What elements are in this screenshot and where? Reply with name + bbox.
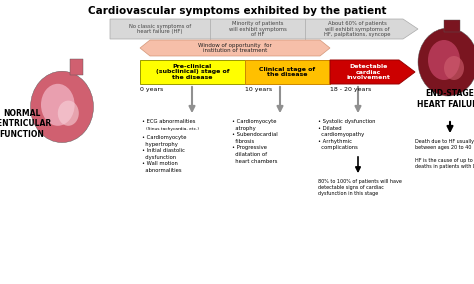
Polygon shape (140, 60, 245, 84)
Polygon shape (140, 40, 330, 56)
Text: About 60% of patients
will exhibit symptoms of
HF, palpitations, syncope: About 60% of patients will exhibit sympt… (324, 21, 391, 37)
Ellipse shape (30, 71, 93, 143)
Text: Pre-clinical
(subclinical) stage of
the disease: Pre-clinical (subclinical) stage of the … (156, 64, 229, 80)
Text: 0 years: 0 years (140, 87, 163, 92)
Ellipse shape (418, 28, 474, 96)
Text: • Cardiomyocyte
  atrophy
• Subendocardial
  fibrosis
• Progressive
  dilatation: • Cardiomyocyte atrophy • Subendocardial… (232, 119, 278, 164)
Ellipse shape (444, 56, 464, 80)
Text: • Cardiomyocyte
  hypertrophy
• Initial diastolic
  dysfunction
• Wall motion
  : • Cardiomyocyte hypertrophy • Initial di… (142, 135, 186, 173)
Text: No classic symptoms of
heart failure (HF): No classic symptoms of heart failure (HF… (129, 24, 191, 34)
Text: Minority of patients
will exhibit symptoms
of HF: Minority of patients will exhibit sympto… (228, 21, 286, 37)
Ellipse shape (41, 84, 74, 126)
Text: Window of opportunity  for
institution of treatment: Window of opportunity for institution of… (198, 43, 272, 53)
Ellipse shape (58, 101, 79, 126)
Text: • ECG abnormalities: • ECG abnormalities (142, 119, 195, 124)
Ellipse shape (428, 40, 460, 80)
Polygon shape (110, 19, 418, 39)
Text: Detectable
cardiac
involvement: Detectable cardiac involvement (346, 64, 391, 80)
Text: (Sinus tachycardia, etc.): (Sinus tachycardia, etc.) (146, 127, 199, 131)
Text: END-STAGE
HEART FAILURE: END-STAGE HEART FAILURE (417, 89, 474, 109)
Polygon shape (245, 60, 330, 84)
Text: • Systolic dysfunction
• Dilated
  cardiomyopathy
• Arrhythmic
  complications: • Systolic dysfunction • Dilated cardiom… (318, 119, 375, 151)
Text: 10 years: 10 years (245, 87, 272, 92)
Polygon shape (71, 59, 83, 75)
Text: Cardiovascular symptoms exhibited by the patient: Cardiovascular symptoms exhibited by the… (88, 6, 386, 16)
Text: Clinical stage of
the disease: Clinical stage of the disease (259, 67, 316, 78)
Text: NORMAL
VENTRICULAR
FUNCTION: NORMAL VENTRICULAR FUNCTION (0, 109, 52, 139)
Text: Death due to HF usually occurs
between ages 20 to 40

HF is the cause of up to 4: Death due to HF usually occurs between a… (415, 139, 474, 169)
Text: 80% to 100% of patients will have
detectable signs of cardiac
dysfunction in thi: 80% to 100% of patients will have detect… (318, 179, 402, 197)
Polygon shape (330, 60, 415, 84)
Polygon shape (444, 20, 460, 32)
Text: 18 - 20 years: 18 - 20 years (330, 87, 371, 92)
